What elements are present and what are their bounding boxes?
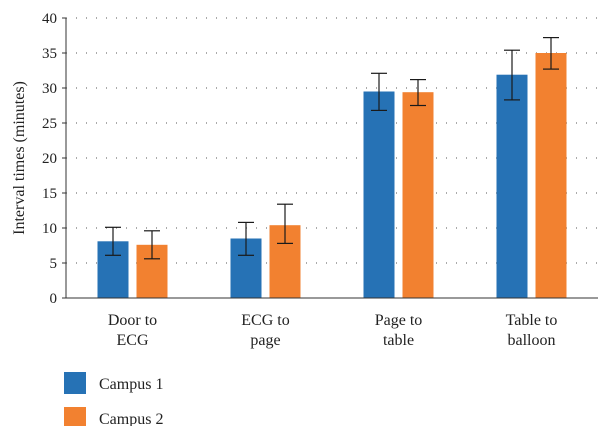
legend-label: Campus 1 [99, 376, 163, 393]
x-category-label: ECG [117, 332, 149, 349]
legend-swatch [64, 372, 86, 394]
y-tick-label: 20 [42, 151, 57, 167]
y-axis-ticks: 0 5 10 15 20 25 30 35 40 [42, 11, 66, 307]
x-category-label: ECG to [241, 312, 289, 329]
bar [535, 53, 567, 298]
y-tick-label: 30 [42, 81, 57, 97]
y-tick-label: 0 [50, 291, 58, 307]
y-tick-label: 35 [42, 46, 57, 62]
x-category-label: Door to [108, 312, 157, 329]
y-tick-label: 25 [42, 116, 57, 132]
legend: Campus 1 Campus 2 [64, 372, 163, 426]
y-tick-label: 40 [42, 11, 57, 27]
y-tick-label: 5 [50, 256, 58, 272]
bar [496, 74, 528, 298]
y-tick-label: 15 [42, 186, 57, 202]
error-bars [105, 36, 559, 260]
bar [402, 92, 434, 298]
legend-label: Campus 2 [99, 411, 163, 426]
category-labels: Door to ECG ECG to page Page to table Table to… [108, 312, 558, 349]
legend-swatch [64, 407, 86, 426]
x-category-label: page [250, 332, 280, 349]
x-category-label: table [383, 332, 414, 349]
x-category-label: Table to [506, 312, 558, 329]
x-category-label: Page to [375, 312, 423, 329]
bars [97, 53, 567, 298]
x-category-label: balloon [508, 332, 556, 349]
y-tick-label: 10 [42, 221, 57, 237]
bar [363, 91, 395, 298]
y-axis-title: Interval times (minutes) [11, 81, 28, 235]
axes [65, 18, 598, 299]
